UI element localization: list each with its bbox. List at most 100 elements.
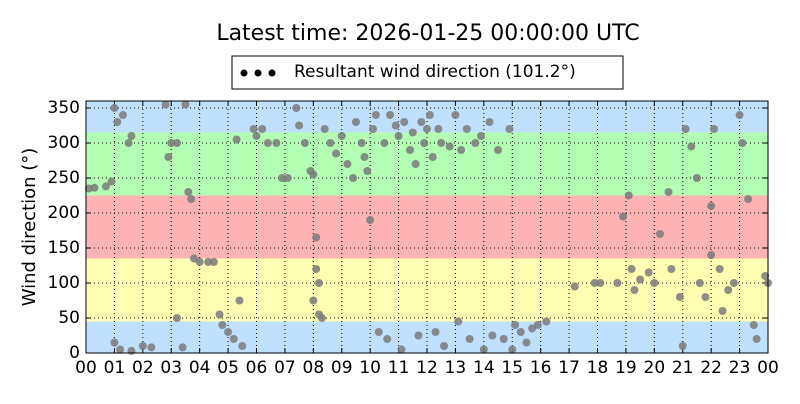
data-point: [349, 174, 358, 182]
data-point: [249, 125, 258, 133]
x-tick-label: 11: [388, 358, 410, 378]
data-point: [636, 275, 645, 284]
data-point: [488, 331, 497, 340]
data-point: [476, 132, 485, 140]
data-point: [695, 279, 704, 287]
x-tick-label: 04: [189, 358, 211, 378]
plot-frame: [85, 100, 769, 354]
y-axis-label: Wind direction (°): [19, 148, 40, 307]
data-point: [181, 100, 190, 109]
data-point: [431, 328, 440, 336]
data-point: [386, 111, 395, 119]
data-point: [724, 286, 733, 294]
data-point: [295, 121, 304, 130]
data-point: [391, 121, 400, 130]
data-point: [423, 125, 431, 133]
data-point: [681, 125, 690, 133]
chart-title: Latest time: 2026-01-25 00:00:00 UTC: [216, 21, 639, 46]
data-point: [178, 343, 187, 352]
data-point: [320, 125, 329, 133]
data-point: [397, 345, 406, 354]
data-point: [107, 177, 116, 186]
data-point: [263, 139, 272, 147]
data-point: [371, 111, 380, 119]
x-tick-label: 03: [160, 358, 182, 378]
data-point: [505, 125, 514, 133]
x-tick-label: 00: [757, 358, 779, 378]
data-point: [499, 335, 508, 343]
data-point: [326, 139, 335, 147]
data-point: [252, 132, 261, 140]
legend-box: [231, 55, 624, 90]
data-point: [337, 132, 346, 140]
y-tick-label: 150: [48, 238, 80, 258]
data-point: [363, 167, 372, 175]
data-point: [312, 265, 321, 273]
data-point: [357, 139, 366, 147]
data-point: [147, 343, 156, 352]
data-point: [508, 345, 517, 354]
data-point: [570, 282, 579, 291]
data-point: [749, 321, 758, 329]
data-point: [101, 182, 110, 191]
data-point: [167, 139, 176, 147]
data-point: [315, 279, 324, 287]
data-point: [667, 265, 676, 273]
data-point: [440, 342, 449, 350]
data-point: [343, 160, 352, 168]
x-tick-label: 09: [331, 358, 353, 378]
y-tick-label: 300: [48, 133, 80, 153]
data-point: [735, 111, 744, 119]
data-point: [283, 174, 292, 182]
x-tick-label: 07: [274, 358, 296, 378]
data-point: [707, 202, 716, 210]
y-tick-label: 50: [58, 308, 80, 328]
data-point: [457, 146, 466, 154]
data-point: [394, 132, 403, 140]
legend-label: Resultant wind direction (101.2°): [294, 62, 576, 82]
data-point: [232, 135, 241, 144]
data-point: [437, 139, 446, 147]
data-point: [687, 142, 696, 151]
data-point: [729, 279, 738, 287]
x-tick-label: 06: [246, 358, 268, 378]
data-point: [380, 139, 389, 147]
data-point: [184, 188, 193, 196]
data-point: [110, 104, 119, 112]
data-point: [744, 195, 753, 203]
data-point: [434, 125, 443, 133]
data-point: [511, 321, 520, 329]
x-tick-label: 23: [729, 358, 751, 378]
data-point: [465, 335, 474, 343]
data-point: [300, 139, 309, 147]
data-point: [420, 139, 429, 147]
data-point: [417, 118, 426, 126]
data-point: [664, 188, 673, 196]
data-point: [454, 317, 463, 326]
data-point: [533, 321, 542, 329]
data-point: [113, 118, 122, 126]
data-point: [292, 104, 301, 112]
data-point: [522, 338, 531, 347]
data-point: [619, 212, 628, 221]
data-point: [235, 296, 244, 305]
data-point: [485, 118, 494, 126]
x-tick-label: 22: [700, 358, 722, 378]
data-point: [309, 296, 318, 305]
data-point: [707, 251, 716, 259]
x-tick-label: 18: [587, 358, 609, 378]
data-point: [238, 342, 247, 350]
data-point: [462, 125, 471, 133]
data-point: [701, 293, 710, 301]
x-tick-label: 01: [104, 358, 126, 378]
data-point: [710, 125, 719, 133]
data-point: [209, 258, 218, 266]
data-point: [118, 111, 127, 119]
y-tick-label: 0: [69, 343, 80, 363]
data-point: [451, 111, 460, 119]
data-point: [752, 335, 761, 343]
data-point: [110, 338, 119, 347]
data-point: [678, 342, 687, 350]
y-tick-label: 350: [48, 98, 80, 118]
